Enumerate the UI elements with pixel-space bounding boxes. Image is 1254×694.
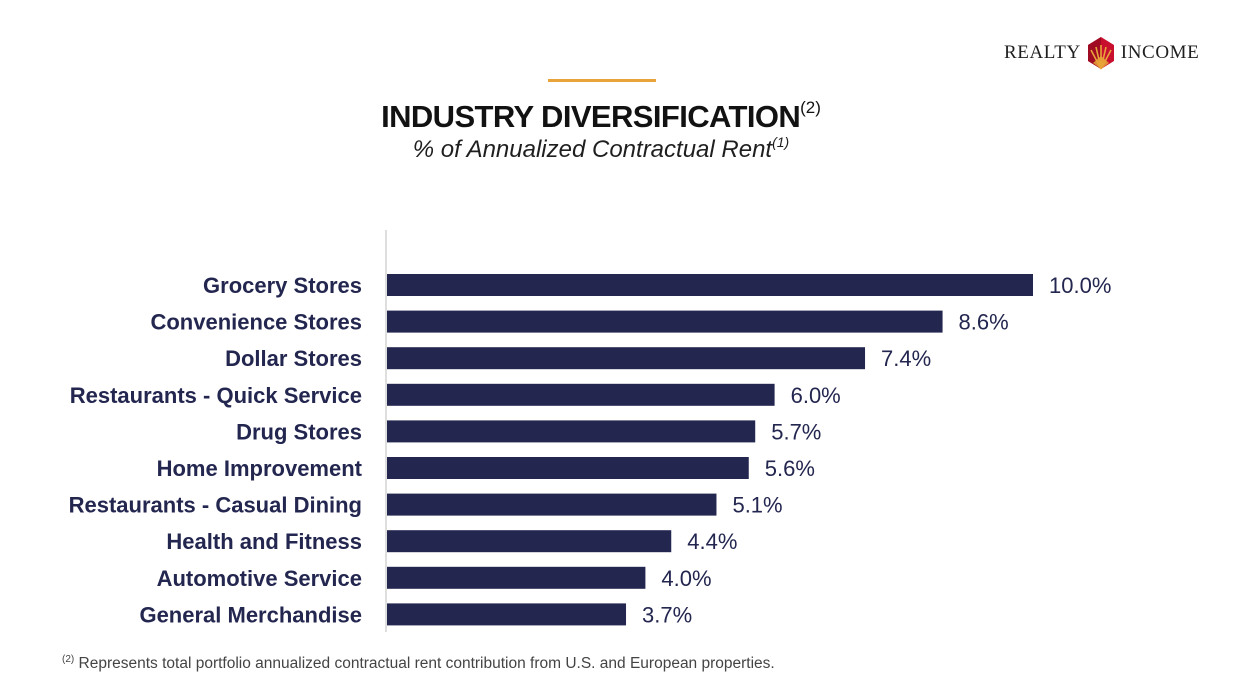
bar xyxy=(387,566,646,589)
bar xyxy=(387,457,749,479)
bar xyxy=(387,274,1033,296)
value-label: 3.7% xyxy=(642,602,692,627)
value-label: 10.0% xyxy=(1049,273,1111,298)
bar xyxy=(387,383,775,406)
value-label: 5.6% xyxy=(765,456,815,481)
value-label: 6.0% xyxy=(791,383,841,408)
page-subtitle: % of Annualized Contractual Rent(1) xyxy=(0,134,1202,164)
bar xyxy=(387,530,672,553)
logo-word-income: INCOME xyxy=(1120,42,1200,63)
value-label: 5.7% xyxy=(771,419,821,444)
category-label: Convenience Stores xyxy=(150,310,362,335)
brand-logo: REALTY INCOME xyxy=(1004,36,1199,70)
realty-income-diamond-icon xyxy=(1087,37,1114,70)
value-label: 5.1% xyxy=(732,493,782,518)
bar xyxy=(387,603,627,626)
logo-word-realty: REALTY xyxy=(1004,42,1081,63)
category-label: Restaurants - Quick Service xyxy=(70,383,362,408)
subtitle-footnote-marker: (1) xyxy=(772,134,790,150)
value-label: 7.4% xyxy=(881,346,931,371)
bars-group: Grocery Stores 10.0% Convenience Stores 8.6… xyxy=(69,273,1112,627)
value-label: 8.6% xyxy=(959,310,1009,335)
category-label: General Merchandise xyxy=(139,602,362,627)
bar xyxy=(387,310,943,333)
title-text: INDUSTRY DIVERSIFICATION xyxy=(381,99,801,134)
footnote-text: Represents total portfolio annualized co… xyxy=(74,655,775,672)
value-label: 4.0% xyxy=(661,566,711,591)
category-label: Restaurants - Casual Dining xyxy=(69,493,362,518)
bar xyxy=(387,347,866,370)
page-title: INDUSTRY DIVERSIFICATION(2) xyxy=(0,98,1202,135)
accent-rule xyxy=(548,79,656,82)
category-label: Health and Fitness xyxy=(166,529,362,554)
category-label: Home Improvement xyxy=(157,456,363,481)
category-label: Drug Stores xyxy=(236,419,362,444)
title-footnote-marker: (2) xyxy=(800,98,821,117)
footnote-marker: (2) xyxy=(62,654,75,665)
category-label: Automotive Service xyxy=(157,566,362,591)
subtitle-text: % of Annualized Contractual Rent xyxy=(412,136,773,163)
bar xyxy=(387,493,717,516)
category-label: Dollar Stores xyxy=(225,346,362,371)
bar xyxy=(387,420,756,443)
footnote: (2) Represents total portfolio annualize… xyxy=(62,654,775,673)
value-label: 4.4% xyxy=(687,529,737,554)
category-label: Grocery Stores xyxy=(203,273,362,298)
